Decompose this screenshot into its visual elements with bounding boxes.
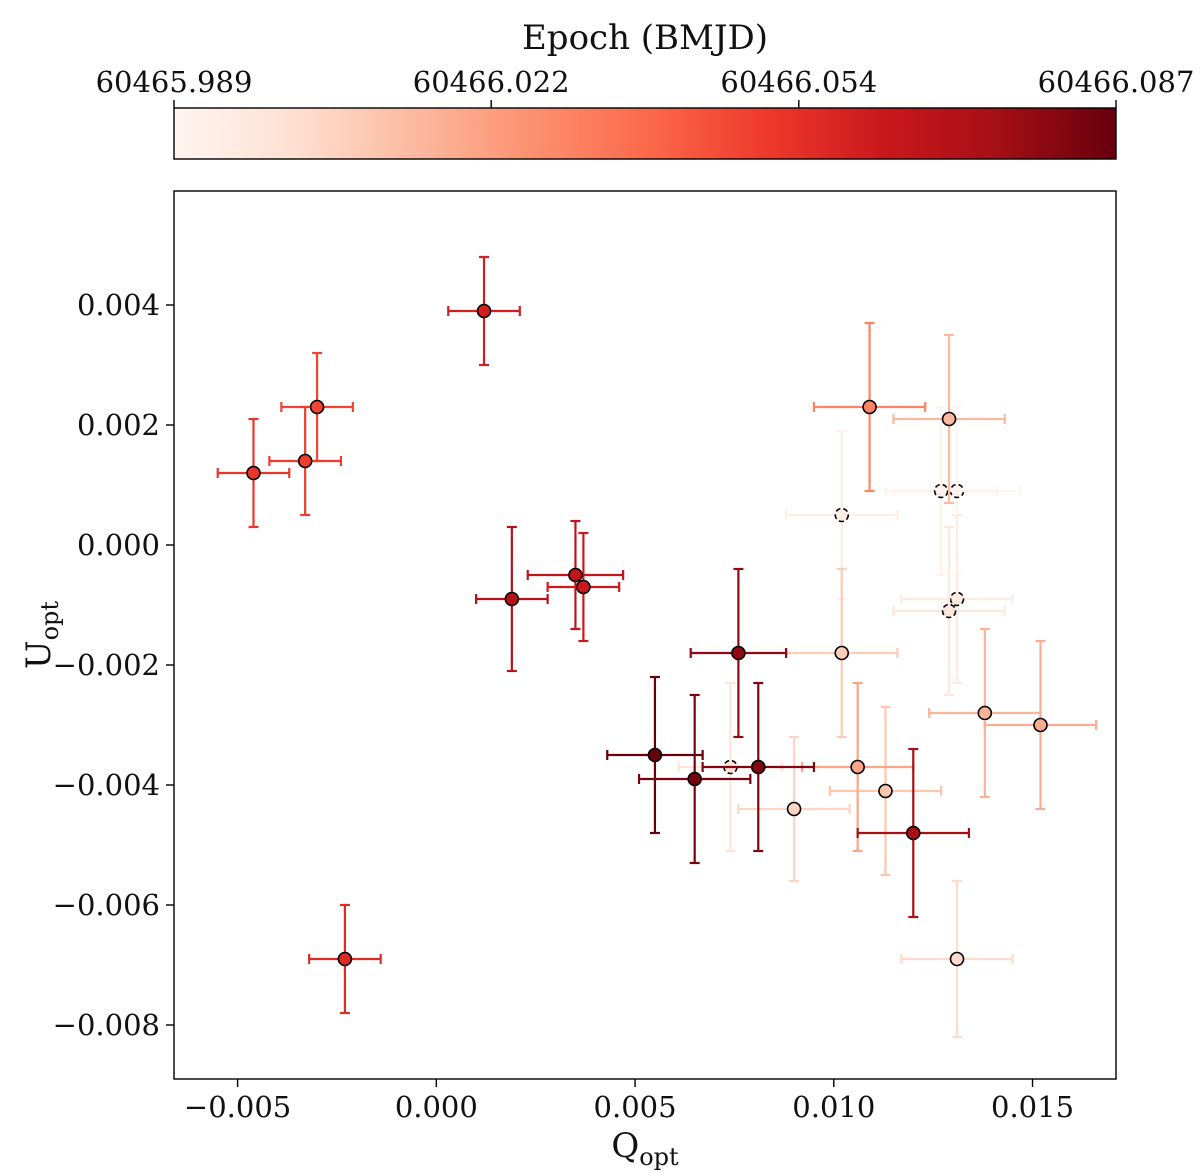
data-marker (246, 465, 261, 481)
data-marker (647, 747, 663, 763)
data-point (900, 879, 1014, 1039)
data-marker (834, 645, 850, 661)
data-marker (933, 483, 949, 499)
data-points (216, 255, 1098, 1039)
data-point (928, 627, 1042, 799)
y-tick-label: −0.008 (53, 1008, 160, 1042)
data-point (812, 321, 927, 493)
data-point (526, 519, 625, 631)
data-point (701, 681, 816, 853)
data-point (828, 705, 943, 877)
y-axis-label: Uopt (19, 601, 64, 669)
data-marker (476, 303, 492, 319)
data-point (983, 639, 1098, 811)
data-point (689, 567, 788, 739)
data-point (892, 333, 1006, 505)
data-point (606, 675, 704, 835)
data-marker (878, 783, 893, 799)
data-marker (337, 951, 353, 967)
data-marker (750, 759, 766, 775)
data-marker (949, 951, 965, 967)
colorbar-gradient (173, 107, 1117, 160)
data-point (856, 747, 971, 919)
x-axis-label-main: Q (611, 1126, 639, 1166)
colorbar-label: Epoch (BMJD) (522, 18, 768, 58)
y-tick-label: −0.002 (53, 648, 160, 682)
x-axis-label-sub: opt (639, 1143, 679, 1171)
plot-frame (173, 190, 1117, 1080)
data-marker (949, 591, 965, 607)
data-marker (977, 705, 993, 721)
plot-axes: −0.005 0.000 0.005 0.010 0.015 0.0040.0020.0… (19, 190, 1117, 1171)
data-point (268, 405, 343, 517)
x-tick-label: 0.005 (594, 1090, 677, 1124)
data-point (546, 531, 621, 643)
data-point (308, 903, 382, 1015)
data-point (447, 255, 521, 367)
colorbar-tick-label: 60465.989 (96, 65, 253, 99)
colorbar-tick-label: 60466.087 (1038, 65, 1195, 99)
data-point (737, 735, 851, 883)
data-marker (850, 759, 865, 775)
y-axis-label-main: U (19, 640, 59, 669)
x-tick-label: −0.005 (184, 1090, 291, 1124)
x-tick-label: 0.000 (395, 1090, 478, 1124)
data-point (900, 513, 1014, 685)
data-point (800, 681, 915, 853)
x-axis-ticks: −0.005 0.000 0.005 0.010 0.015 (184, 1079, 1074, 1124)
data-point (474, 525, 549, 673)
data-marker (731, 645, 746, 661)
colorbar-tick-label: 60466.054 (720, 65, 877, 99)
data-marker (834, 507, 850, 523)
y-tick-label: 0.000 (77, 528, 160, 562)
x-tick-label: 0.010 (792, 1090, 875, 1124)
data-marker (786, 801, 802, 817)
colorbar-tick-label: 60466.022 (413, 65, 570, 99)
data-point (637, 693, 752, 865)
data-point (280, 351, 354, 463)
y-tick-label: −0.004 (53, 768, 160, 802)
data-marker (862, 399, 877, 415)
y-tick-label: 0.002 (77, 408, 160, 442)
data-point (892, 525, 1006, 697)
data-marker (941, 411, 957, 427)
data-marker (1033, 717, 1048, 733)
y-axis-label-sub: opt (36, 601, 64, 641)
data-marker (941, 603, 957, 619)
y-tick-label: 0.004 (77, 288, 160, 322)
data-marker (309, 399, 325, 415)
data-marker (687, 771, 702, 787)
colorbar-ticks: 60465.989 60466.022 60466.054 60466.087 (96, 65, 1195, 108)
data-marker (568, 567, 583, 583)
y-tick-label: −0.006 (53, 888, 160, 922)
x-tick-label: 0.015 (991, 1090, 1074, 1124)
data-point (785, 567, 899, 739)
data-marker (905, 825, 921, 841)
data-point (216, 417, 291, 529)
data-point (785, 429, 899, 601)
colorbar: Epoch (BMJD) 60465.989 60466.022 60466.054… (96, 18, 1195, 160)
data-marker (504, 591, 520, 607)
data-marker (576, 579, 591, 595)
y-axis-ticks: 0.004 0.002 0.000 −0.002 −0.004 −0.006 −0.008 (53, 288, 174, 1042)
x-axis-label: Qopt (611, 1126, 679, 1171)
data-point (884, 405, 998, 577)
data-marker (297, 453, 313, 469)
